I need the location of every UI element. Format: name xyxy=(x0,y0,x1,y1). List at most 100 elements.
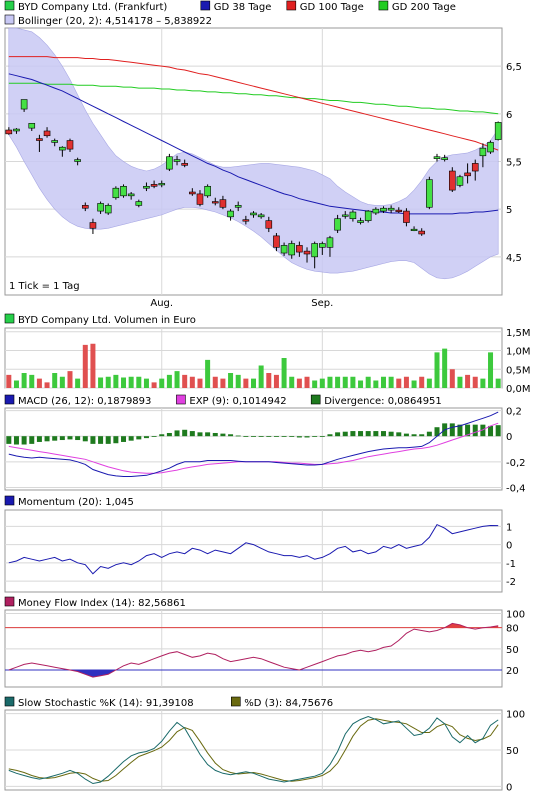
volume-bar-23 xyxy=(182,374,188,388)
volume-bar-3 xyxy=(29,374,35,388)
momentum-ytick-0: -2 xyxy=(506,577,516,588)
candle-body-59 xyxy=(456,176,464,186)
candle-body-50 xyxy=(387,207,395,211)
candle-body-5 xyxy=(43,130,51,137)
candle-body-28 xyxy=(219,199,227,208)
volume-bar-51 xyxy=(396,378,402,388)
volume-bar-33 xyxy=(258,365,264,388)
volume-bar-55 xyxy=(426,378,432,388)
stoch-d-line xyxy=(8,718,499,782)
candle-body-57 xyxy=(441,157,448,160)
price-ytick-2: 5,5 xyxy=(506,158,522,169)
divergence-bar-35 xyxy=(273,436,279,437)
divergence-bar-54 xyxy=(419,434,425,437)
volume-legend-label-0: BYD Company Ltd. Volumen in Euro xyxy=(18,315,196,326)
candle-body-12 xyxy=(97,203,104,212)
candle-body-9 xyxy=(74,159,81,162)
divergence-bar-58 xyxy=(449,423,455,437)
candle-body-20 xyxy=(158,183,166,186)
volume-bar-39 xyxy=(304,376,310,388)
stoch-k-line xyxy=(8,715,499,785)
macd-legend-label-0: MACD (26, 12): 0,1879893 xyxy=(18,396,151,407)
candle-body-63 xyxy=(487,142,494,153)
candle-body-23 xyxy=(181,163,188,166)
divergence-bar-45 xyxy=(350,431,356,437)
volume-bar-49 xyxy=(380,376,386,388)
volume-bar-7 xyxy=(59,376,65,388)
candle-body-49 xyxy=(380,207,387,212)
mfi-oversold-area xyxy=(8,670,499,678)
candle-body-35 xyxy=(273,235,280,248)
divergence-bar-34 xyxy=(266,436,272,437)
divergence-bar-37 xyxy=(289,436,295,437)
candle-body-34 xyxy=(265,220,273,229)
momentum-line xyxy=(8,523,499,575)
price-legend-swatch-2 xyxy=(286,0,297,11)
volume-bar-20 xyxy=(159,378,165,388)
candle-body-44 xyxy=(341,214,349,217)
stochastic-ytick-1: 50 xyxy=(506,746,519,757)
macd-legend-swatch-0 xyxy=(4,394,15,405)
volume-bar-46 xyxy=(358,380,364,388)
volume-ytick-0: 0,0M xyxy=(506,384,531,395)
macd-ytick-1: -0,2 xyxy=(506,458,526,469)
price-legend-label-3: GD 200 Tage xyxy=(392,2,456,13)
candle-body-62 xyxy=(479,147,487,157)
divergence-bar-26 xyxy=(205,432,211,437)
volume-bar-50 xyxy=(388,376,394,388)
macd-legend-swatch-2 xyxy=(310,394,321,405)
volume-bar-25 xyxy=(197,378,203,388)
price-ytick-3: 6 xyxy=(506,110,512,121)
macd-ytick-0: -0,4 xyxy=(506,483,526,494)
divergence-bar-59 xyxy=(457,424,463,437)
volume-bar-44 xyxy=(342,376,348,388)
candle-body-10 xyxy=(81,205,89,209)
divergence-bar-4 xyxy=(36,436,42,442)
volume-bar-5 xyxy=(44,382,50,388)
volume-bar-58 xyxy=(449,369,455,388)
volume-bar-52 xyxy=(403,376,409,388)
mfi-ytick-3: 100 xyxy=(506,610,525,621)
gd-100-line xyxy=(8,56,499,151)
divergence-bar-14 xyxy=(113,436,119,444)
price-legend-label-0: BYD Company Ltd. (Frankfurt) xyxy=(18,2,167,13)
volume-bar-54 xyxy=(419,376,425,388)
mfi-legend-swatch-0 xyxy=(4,596,15,607)
divergence-bar-64 xyxy=(495,425,501,437)
xtick-label-0: Aug. xyxy=(150,298,173,309)
candle-body-56 xyxy=(433,156,441,159)
candle-body-37 xyxy=(288,243,296,256)
divergence-bar-27 xyxy=(212,432,218,437)
candle-body-26 xyxy=(204,185,211,197)
volume-bar-2 xyxy=(21,373,27,388)
volume-bar-41 xyxy=(319,378,325,388)
gd-38-line xyxy=(8,73,499,215)
divergence-bar-38 xyxy=(296,436,302,438)
volume-bar-42 xyxy=(327,376,333,388)
stochastic-legend-swatch-0 xyxy=(4,696,15,707)
candle-body-21 xyxy=(166,156,173,170)
momentum-legend-label-0: Momentum (20): 1,045 xyxy=(18,497,134,508)
candle-body-6 xyxy=(51,140,59,143)
macd-legend-swatch-1 xyxy=(176,394,186,405)
volume-bar-30 xyxy=(235,374,241,388)
macd-ytick-3: 0,2 xyxy=(506,407,522,418)
candle-body-60 xyxy=(464,172,471,177)
divergence-bar-5 xyxy=(44,436,50,442)
price-legend-swatch-1 xyxy=(200,0,211,11)
volume-bar-35 xyxy=(273,374,279,388)
candle-body-1 xyxy=(13,128,20,132)
price-legend-label-1: GD 38 Tage xyxy=(214,2,272,13)
divergence-bar-47 xyxy=(365,431,371,437)
mfi-ytick-2: 80 xyxy=(506,624,519,635)
candle-body-38 xyxy=(296,245,303,253)
stochastic-legend-label-0: Slow Stochastic %K (14): 91,39108 xyxy=(18,698,194,709)
volume-bar-48 xyxy=(373,380,379,388)
volume-ytick-1: 0,5M xyxy=(506,365,531,376)
divergence-bar-18 xyxy=(143,436,149,439)
divergence-bar-29 xyxy=(228,434,234,437)
divergence-bar-42 xyxy=(327,434,333,437)
candle-body-29 xyxy=(227,210,234,218)
macd-ytick-2: 0 xyxy=(506,432,512,443)
price-legend-swatch-3 xyxy=(378,0,389,11)
